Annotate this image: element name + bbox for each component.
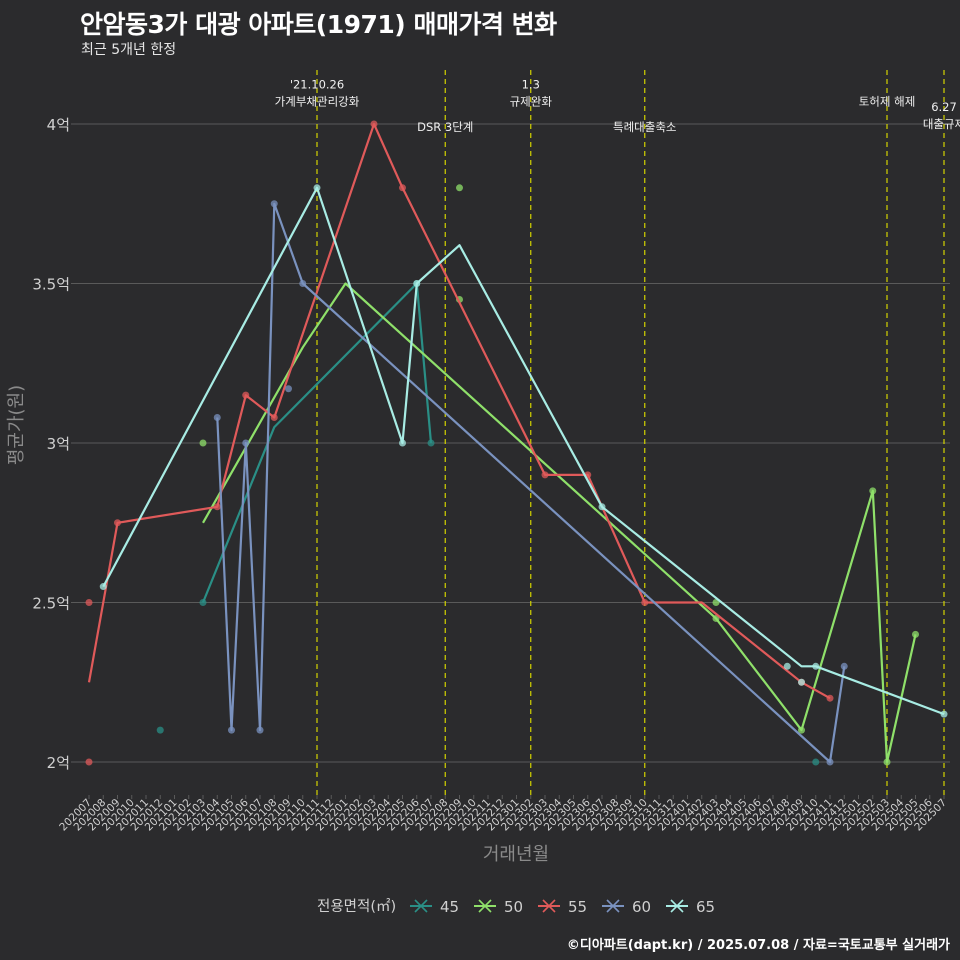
event-label: DSR 3단계 [417,120,473,134]
event-label: '21.10.26 [290,78,344,92]
legend-key-cross [606,899,620,913]
legend-label: 45 [440,898,459,916]
series-line-55 [87,122,831,700]
legend-label: 55 [568,898,587,916]
series-60 [213,200,848,766]
y-tick-label: 3억 [47,435,70,453]
data-point-50 [199,439,207,447]
data-point-45 [156,726,164,734]
series-line-50 [202,282,917,764]
y-axis-title: 평균가(원) [6,385,27,465]
event-label: 규제완화 [510,95,553,109]
series-65 [99,184,948,718]
legend-key-cross [478,899,492,913]
legend-item-60: 60 [602,898,651,916]
x-axis: 2020072020082020092020102020112020122021… [57,795,949,833]
event-label: 6.27 [931,100,957,114]
legend-key-cross [670,899,684,913]
event-label: 토허제 해제 [859,95,916,109]
legend-item-50: 50 [474,898,523,916]
data-point-60 [213,413,221,421]
y-tick-label: 2.5억 [32,595,70,613]
legend-label: 65 [696,898,715,916]
data-point-65 [783,662,791,670]
x-axis-title: 거래년월 [483,844,549,865]
legend-key-cross [414,899,428,913]
y-tick-label: 4억 [47,116,70,134]
chart-title: 안암동3가 대광 아파트(1971) 매매가격 변화 [80,10,557,39]
data-point-55 [85,758,93,766]
series-line-60 [216,202,846,764]
event-label: 대출규제 [923,117,960,131]
series-45 [156,280,820,766]
series-layer [85,120,948,766]
legend: 전용면적(㎡) 45 50 55 60 65 [317,898,715,916]
legend-key-cross [542,899,556,913]
data-point-50 [456,184,463,192]
data-point-60 [285,385,292,393]
y-tick-label: 3.5억 [32,276,70,294]
data-point-65 [798,678,805,686]
event-label: 특례대출축소 [613,120,676,134]
event-label: 가계부채관리강화 [275,95,360,109]
legend-label: 60 [632,898,651,916]
legend-item-45: 45 [410,898,459,916]
series-line-65 [102,186,945,716]
event-label: 1.3 [522,78,540,92]
y-axis: 2억 2.5억 3억 3.5억 4억 [32,116,75,772]
series-line-45 [201,282,433,603]
grid-lines [75,123,950,763]
chart-subtitle: 최근 5개년 한정 [81,42,177,58]
legend-title: 전용면적(㎡) [317,898,396,915]
legend-label: 50 [504,898,523,916]
source-caption: ©디아파트(dapt.kr) / 2025.07.08 / 자료=국토교통부 실… [566,938,950,953]
data-point-55 [85,599,93,606]
legend-item-65: 65 [666,898,715,916]
data-point-45 [812,758,820,766]
legend-item-55: 55 [538,898,587,916]
y-tick-label: 2억 [47,754,70,772]
